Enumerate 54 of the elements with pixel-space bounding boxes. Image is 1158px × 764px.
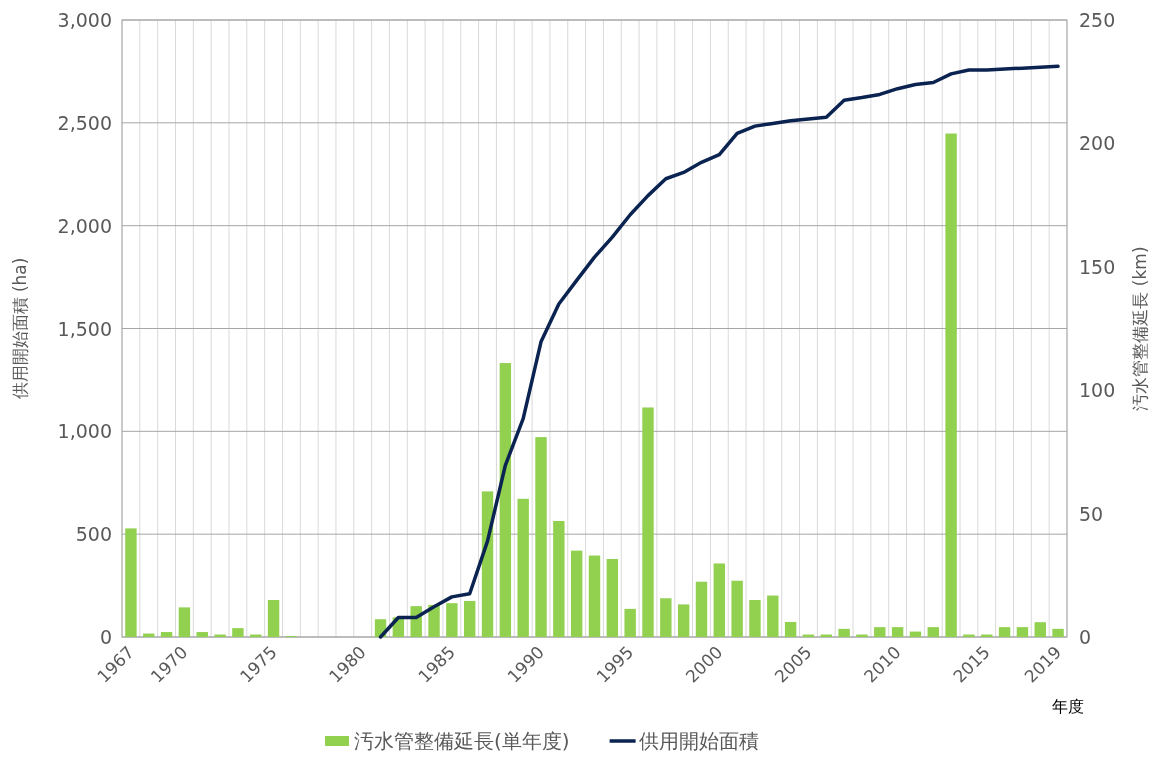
bar bbox=[535, 437, 547, 637]
bar bbox=[660, 598, 672, 637]
x-axis-title: 年度 bbox=[1052, 697, 1084, 716]
bar bbox=[624, 608, 636, 637]
y2-tick-label: 200 bbox=[1079, 132, 1116, 155]
legend-label: 供用開始面積 bbox=[638, 729, 759, 753]
bar bbox=[178, 607, 191, 637]
y-tick-label: 1,000 bbox=[57, 420, 112, 443]
legend-label: 汚水管整備延長(単年度) bbox=[354, 729, 570, 753]
y-tick-label: 2,000 bbox=[57, 214, 112, 237]
y-tick-label: 0 bbox=[99, 626, 112, 648]
bar bbox=[570, 550, 583, 637]
bar bbox=[945, 133, 957, 637]
bar bbox=[874, 627, 886, 637]
bar bbox=[749, 599, 761, 637]
bar bbox=[606, 559, 619, 637]
y2-axis-title: 汚水管整備延長 (km) bbox=[1130, 246, 1150, 411]
bar bbox=[428, 604, 440, 637]
bar bbox=[767, 595, 779, 637]
line-series bbox=[378, 64, 1060, 639]
bar bbox=[553, 521, 565, 637]
bar bbox=[695, 581, 708, 637]
y-axis-title: 供用開始面積 (ha) bbox=[10, 257, 30, 400]
y2-tick-label: 0 bbox=[1079, 626, 1092, 648]
y-tick-label: 2,500 bbox=[57, 111, 112, 134]
bar bbox=[838, 628, 850, 637]
bar bbox=[891, 627, 904, 637]
bar bbox=[927, 627, 939, 637]
y-tick-label: 1,500 bbox=[57, 317, 112, 340]
bar bbox=[1034, 622, 1046, 637]
y2-tick-label: 150 bbox=[1079, 255, 1116, 278]
bar bbox=[196, 632, 208, 637]
bar bbox=[463, 600, 476, 637]
bar bbox=[125, 528, 137, 637]
bar bbox=[1052, 628, 1064, 637]
bar bbox=[446, 603, 458, 637]
bar bbox=[1016, 627, 1029, 637]
y2-tick-label: 250 bbox=[1079, 9, 1116, 31]
bar bbox=[160, 632, 173, 637]
bar bbox=[998, 627, 1011, 637]
bar bbox=[517, 498, 529, 637]
bar bbox=[642, 407, 654, 637]
bar bbox=[267, 599, 280, 637]
bar bbox=[588, 555, 601, 637]
y2-tick-label: 50 bbox=[1079, 502, 1104, 525]
bar bbox=[784, 621, 797, 637]
bar bbox=[232, 628, 244, 637]
bar bbox=[713, 563, 726, 637]
bar bbox=[731, 580, 743, 637]
y2-tick-label: 100 bbox=[1079, 379, 1116, 402]
bar bbox=[499, 363, 512, 637]
bar bbox=[677, 604, 690, 637]
y-tick-label: 500 bbox=[75, 523, 112, 546]
y-tick-label: 3,000 bbox=[57, 9, 112, 31]
